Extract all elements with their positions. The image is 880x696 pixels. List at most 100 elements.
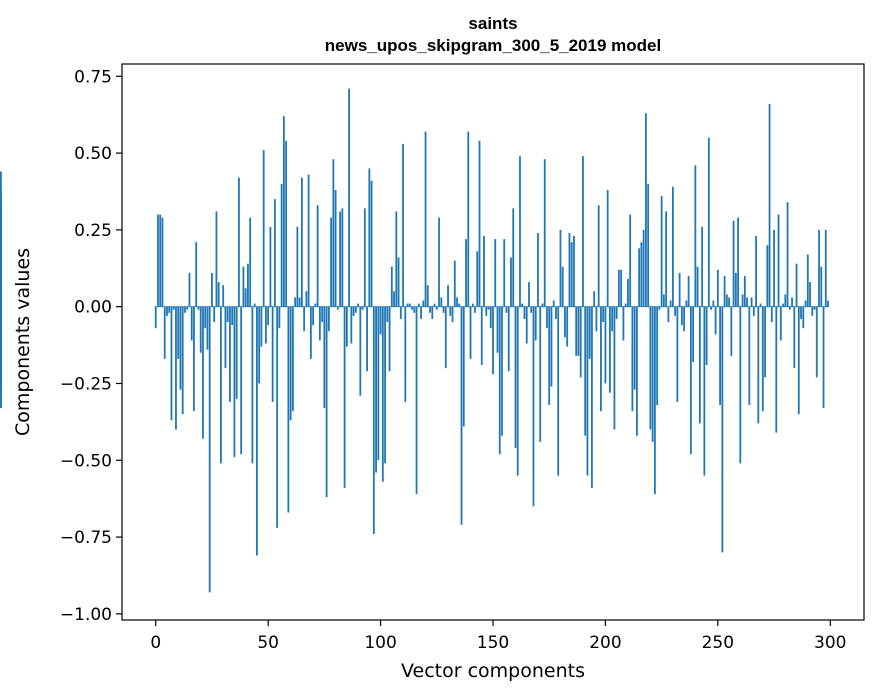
bar-280 — [784, 294, 787, 307]
bar-254 — [725, 294, 728, 307]
bar-undefined — [0, 306, 2, 409]
bar-142 — [474, 306, 476, 313]
bar-96 — [370, 180, 373, 307]
bar-85 — [345, 306, 348, 347]
bar-132 — [451, 306, 454, 323]
bar-72 — [316, 205, 319, 307]
bar-273 — [768, 103, 771, 307]
bar-45 — [256, 306, 258, 556]
bar-223 — [656, 306, 659, 405]
bar-187 — [575, 306, 578, 356]
bar-287 — [800, 306, 802, 319]
bar-111 — [404, 306, 407, 402]
bar-136 — [460, 306, 463, 525]
bar-247 — [710, 306, 712, 310]
bar-264 — [748, 306, 751, 405]
bar-257 — [732, 220, 735, 307]
y-tick-label: −0.25 — [60, 374, 112, 394]
bar-24 — [208, 306, 211, 593]
bar-246 — [707, 137, 710, 307]
bar-165 — [525, 306, 528, 344]
bar-11 — [179, 306, 182, 390]
bar-55 — [278, 306, 281, 329]
bar-298 — [824, 229, 827, 307]
bar-194 — [591, 306, 593, 488]
bar-133 — [453, 260, 456, 307]
x-axis: 0 50 100 150 200 250 300 — [150, 620, 846, 653]
bar-123 — [431, 306, 434, 319]
bar-83 — [341, 208, 344, 307]
bar-102 — [384, 306, 386, 464]
bar-286 — [797, 306, 800, 415]
y-tick-label: 0.75 — [74, 67, 112, 87]
bar-101 — [381, 306, 384, 482]
bar-117 — [417, 303, 420, 307]
bar-284 — [793, 306, 796, 369]
bar-238 — [689, 306, 692, 455]
bar-182 — [564, 306, 566, 338]
bar-282 — [788, 306, 791, 310]
bar-147 — [485, 306, 488, 316]
bar-19 — [197, 306, 200, 310]
bar-38 — [240, 306, 243, 455]
bar-167 — [530, 306, 533, 313]
bar-93 — [363, 208, 366, 307]
bar-115 — [413, 306, 416, 313]
bar-168 — [532, 306, 535, 507]
bar-278 — [779, 306, 782, 341]
bar-51 — [269, 226, 272, 307]
bar-69 — [309, 306, 312, 359]
bar-283 — [791, 297, 793, 307]
bar-256 — [730, 306, 733, 356]
bar-196 — [595, 306, 598, 332]
bar-130 — [447, 285, 449, 307]
bar-86 — [348, 88, 350, 307]
bar-243 — [701, 226, 704, 307]
bar-285 — [795, 263, 798, 307]
bar-159 — [512, 208, 515, 307]
x-tick-label: 0 — [150, 633, 161, 653]
bar-82 — [339, 211, 341, 307]
bar-150 — [492, 306, 494, 375]
bar-234 — [680, 306, 683, 326]
bar-103 — [386, 306, 389, 323]
bar-295 — [818, 229, 820, 307]
bar-267 — [755, 236, 757, 307]
bar-151 — [494, 239, 497, 307]
bar-274 — [770, 306, 773, 323]
bar-107 — [395, 211, 398, 307]
bar-261 — [741, 294, 744, 307]
bar-163 — [521, 303, 524, 307]
bar-235 — [683, 306, 686, 332]
y-tick-label: 0.00 — [74, 298, 112, 318]
bar-18 — [195, 242, 198, 307]
bar-125 — [435, 306, 438, 310]
y-tick-label: −1.00 — [60, 605, 112, 625]
bar-162 — [519, 156, 521, 307]
bar-43 — [251, 306, 254, 464]
bar-225 — [660, 196, 663, 307]
bar-188 — [577, 306, 580, 356]
bar-176 — [550, 306, 553, 387]
bar-73 — [318, 306, 321, 341]
bar-232 — [676, 306, 679, 402]
bar-143 — [476, 251, 479, 307]
bar-68 — [307, 174, 310, 307]
bar-79 — [332, 159, 335, 307]
bar-157 — [507, 306, 510, 372]
bar-158 — [510, 257, 512, 307]
x-tick-label: 200 — [589, 633, 621, 653]
bar-231 — [674, 306, 677, 316]
bar-8 — [172, 306, 175, 310]
bar-209 — [624, 303, 627, 307]
bar-98 — [375, 306, 377, 473]
bar-58 — [285, 140, 288, 307]
bar-65 — [300, 177, 303, 307]
bar-139 — [467, 131, 470, 307]
bar-112 — [406, 303, 409, 307]
bar-266 — [752, 306, 755, 316]
bar-160 — [514, 306, 517, 448]
bar-4 — [163, 306, 166, 359]
bar-57 — [282, 116, 285, 307]
